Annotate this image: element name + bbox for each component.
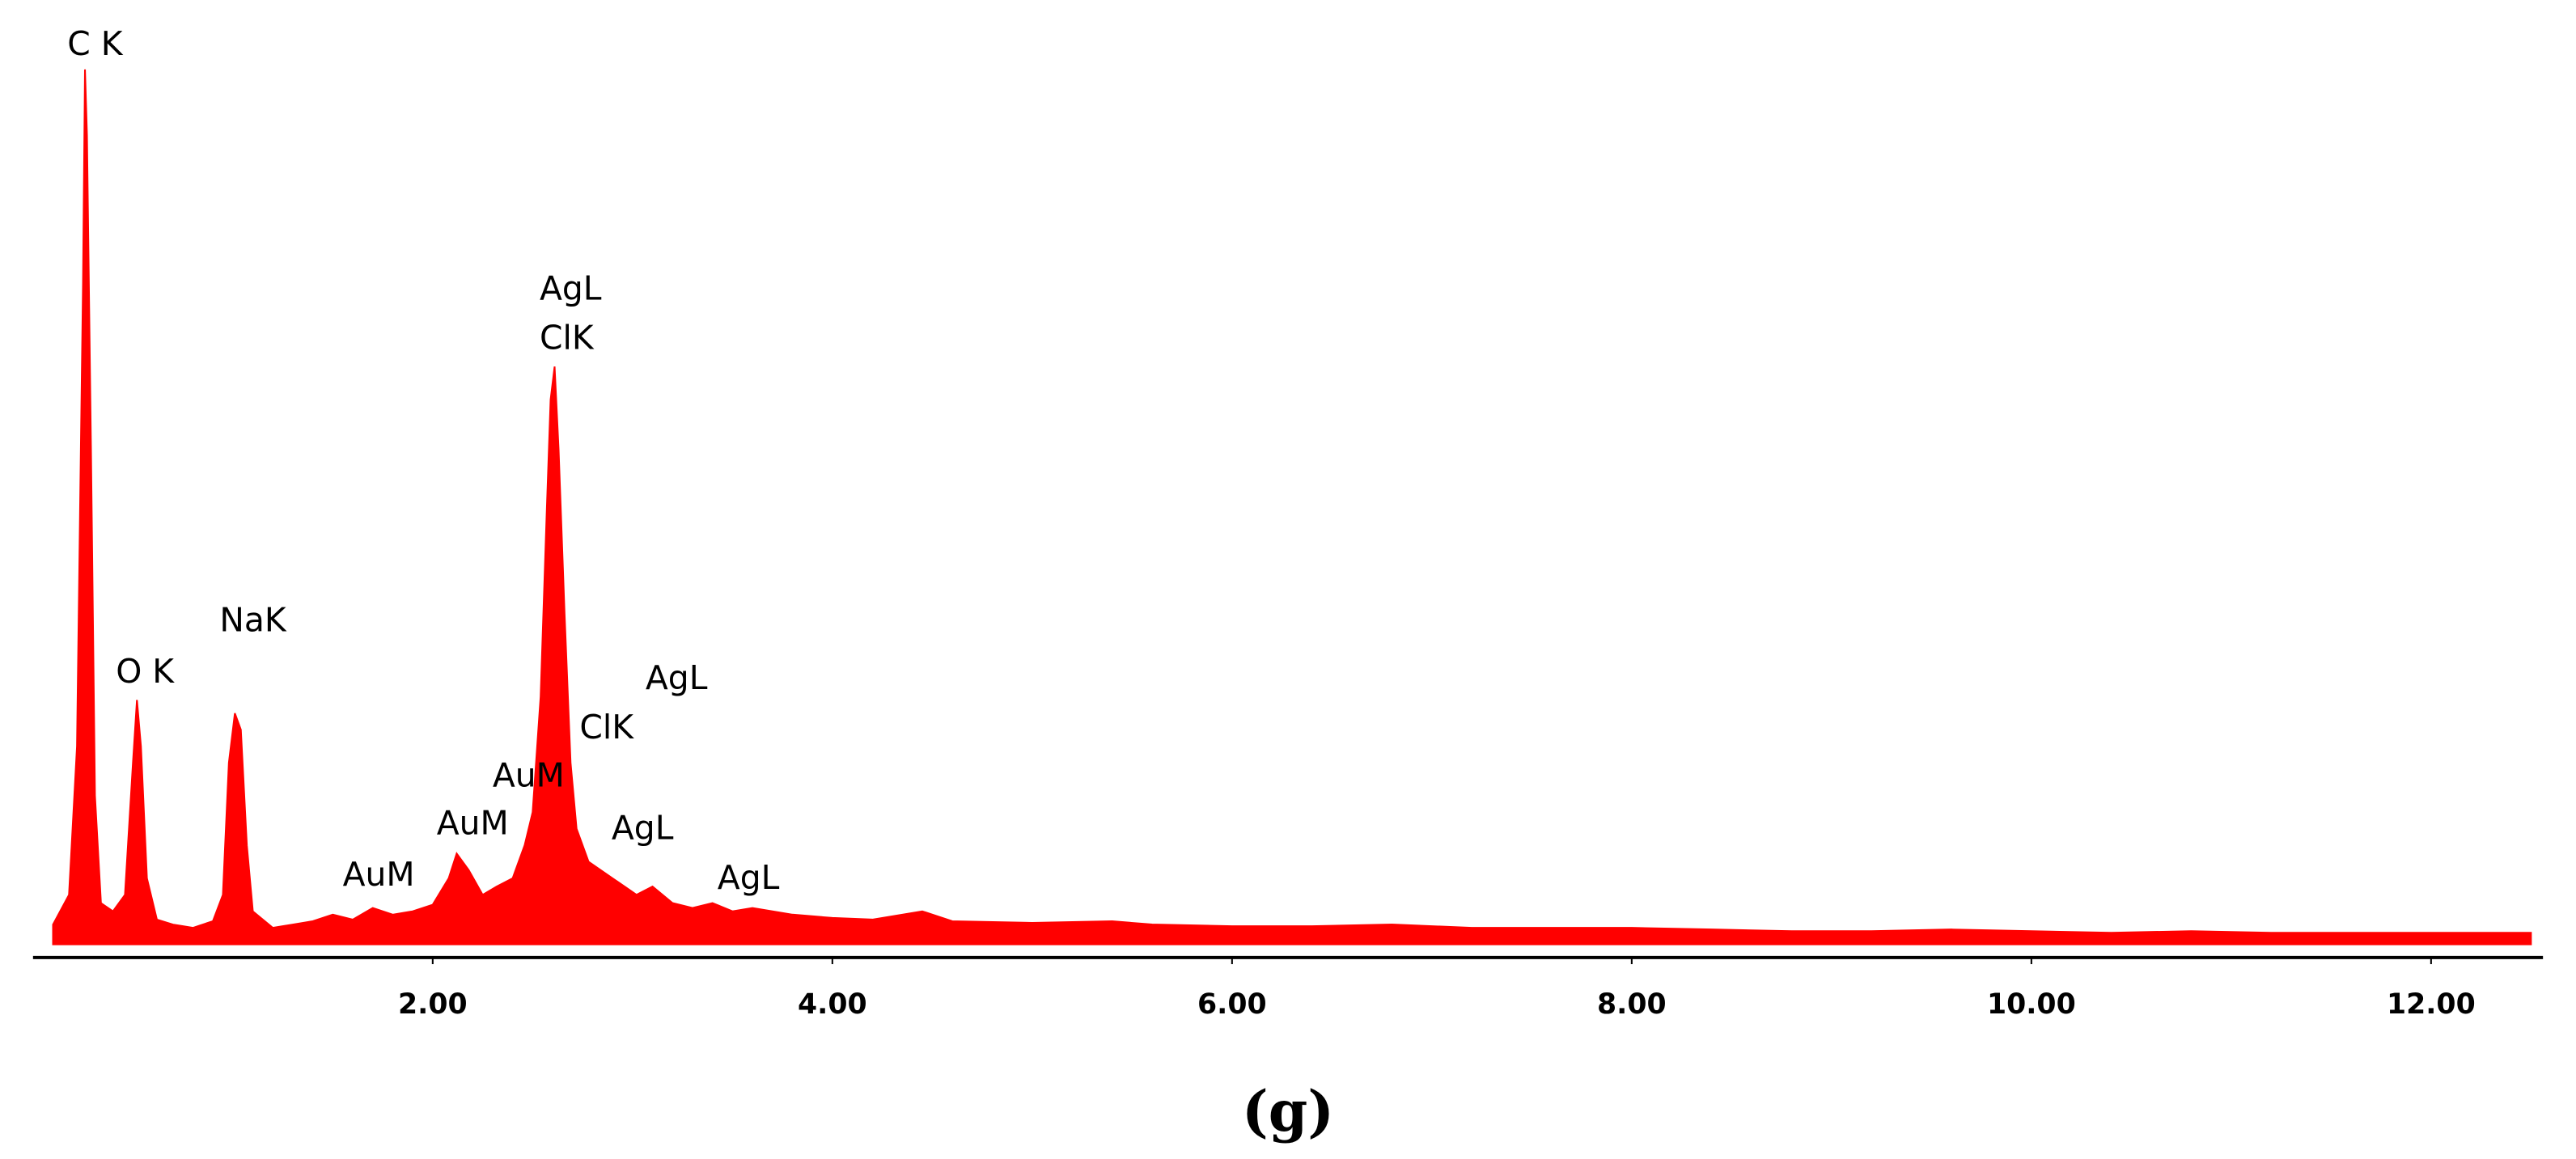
spectrum xyxy=(52,69,2532,945)
peak-label: AgL xyxy=(646,658,708,697)
x-tick-label: 4.00 xyxy=(798,988,867,1021)
caption: (g) xyxy=(1242,1079,1334,1144)
x-tick-label: 12.00 xyxy=(2387,988,2476,1021)
peak-label: NaK xyxy=(219,601,287,640)
peak-label: AuM xyxy=(343,855,415,894)
peak-label: AuM xyxy=(493,755,565,794)
peak-label: AgL xyxy=(540,269,602,307)
x-tick-label: 8.00 xyxy=(1597,988,1667,1021)
peak-label: AgL xyxy=(718,858,780,897)
x-tick-label: 10.00 xyxy=(1987,988,2076,1021)
peak-label: AgL xyxy=(612,809,674,848)
peak-label: C K xyxy=(67,24,123,63)
peak-label: O K xyxy=(116,652,175,691)
peak-label: ClK xyxy=(579,708,634,747)
peak-label: AuM xyxy=(437,804,509,843)
x-tick-label: 6.00 xyxy=(1197,988,1267,1021)
peak-label: ClK xyxy=(540,319,595,357)
x-tick-label: 2.00 xyxy=(398,988,468,1021)
